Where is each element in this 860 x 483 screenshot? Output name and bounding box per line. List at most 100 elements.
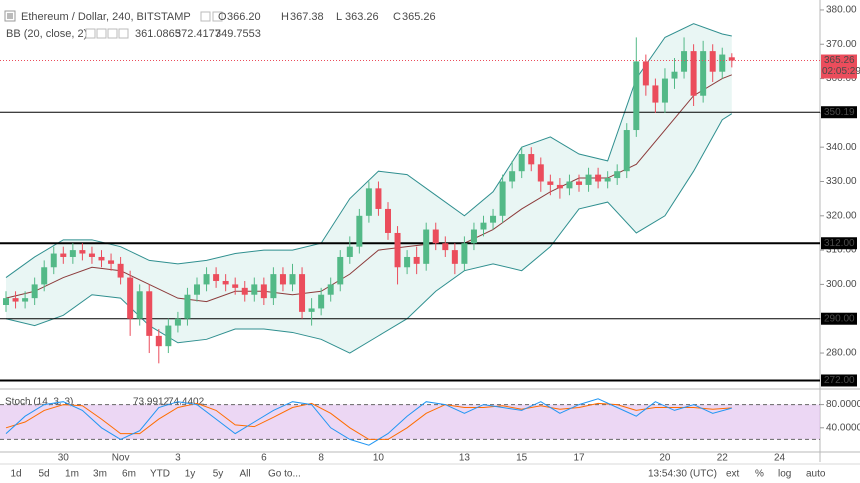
ohlc-value: 363.26 <box>345 11 379 23</box>
ohlc-value: 367.38 <box>290 11 324 23</box>
candle-body <box>509 171 516 182</box>
candle-body <box>31 284 38 299</box>
candle-body <box>136 291 143 319</box>
candle-body <box>308 308 315 312</box>
candle-body <box>547 181 554 185</box>
candle-body <box>585 174 592 185</box>
level-label: 312.00 <box>824 238 855 249</box>
candle-body <box>3 298 9 306</box>
range-button[interactable]: 1y <box>185 469 196 480</box>
candle-body <box>174 318 181 326</box>
candle-body <box>661 78 668 103</box>
candle-body <box>451 250 458 264</box>
x-tick-label: 3 <box>175 453 181 464</box>
level-tag <box>821 374 857 387</box>
stoch-value: 74.4402 <box>168 397 205 408</box>
stoch-k <box>5 398 732 446</box>
x-tick-label: 10 <box>373 453 385 464</box>
candle-body <box>41 267 48 285</box>
candle-body <box>184 294 191 319</box>
option-button[interactable]: ext <box>726 469 740 480</box>
candle-body <box>518 154 525 172</box>
candle-body <box>404 256 411 268</box>
candle-body <box>108 260 115 264</box>
x-tick-label: 13 <box>459 453 471 464</box>
countdown: 02:05:29 <box>822 66 860 77</box>
bb-buttons[interactable] <box>85 28 129 39</box>
range-button[interactable]: 5d <box>38 469 49 480</box>
candle-body <box>700 51 707 96</box>
option-button[interactable]: auto <box>806 469 826 480</box>
candle-body <box>98 256 105 261</box>
candle-body <box>327 284 334 295</box>
candle-body <box>155 335 162 347</box>
ohlc-key: H <box>281 11 289 23</box>
stoch-label: Stoch (14, 3, 3) <box>5 397 73 408</box>
candle-body <box>719 54 726 72</box>
candle-body <box>12 298 19 302</box>
x-tick-label: 17 <box>573 453 585 464</box>
candle-body <box>432 229 439 244</box>
candle-body <box>299 274 306 312</box>
y-tick-label: 330.00 <box>826 176 857 187</box>
y-tick-label: 370.00 <box>826 39 857 50</box>
x-tick-label: 22 <box>717 453 729 464</box>
candle-body <box>127 277 134 319</box>
range-button[interactable]: 3m <box>93 469 107 480</box>
candle-body <box>337 256 344 285</box>
candle-body <box>614 171 621 179</box>
candle-body <box>623 130 630 172</box>
ohlc-key: C <box>393 11 401 23</box>
option-button[interactable]: % <box>755 469 764 480</box>
candle-body <box>117 263 124 278</box>
stoch-band <box>0 404 820 440</box>
candle-body <box>241 287 248 295</box>
range-button[interactable]: 5y <box>213 469 224 480</box>
y-tick-label: 360.00 <box>826 73 857 84</box>
candle-body <box>709 51 716 72</box>
candle-body <box>22 298 29 302</box>
candle-body <box>461 243 468 264</box>
candle-body <box>318 294 325 309</box>
stoch-value: 73.9912 <box>133 397 170 408</box>
candle-body <box>595 174 602 182</box>
y-tick-label: 300.00 <box>826 279 857 290</box>
candle-body <box>671 71 678 79</box>
range-button[interactable]: 6m <box>122 469 136 480</box>
goto-button[interactable]: Go to... <box>268 469 301 480</box>
level-tag <box>821 312 857 325</box>
range-button[interactable]: 1d <box>10 469 21 480</box>
candle-body <box>423 229 430 264</box>
range-button[interactable]: All <box>239 469 250 480</box>
level-tag <box>821 106 857 119</box>
candle-body <box>652 85 659 103</box>
candle-body <box>270 274 277 299</box>
x-tick-label: 15 <box>516 453 528 464</box>
candle-body <box>365 188 372 216</box>
range-button[interactable]: YTD <box>150 469 170 480</box>
option-button[interactable]: log <box>778 469 791 480</box>
candle-body <box>213 274 220 281</box>
last-price-label: 365.26 <box>824 55 855 66</box>
candle-body <box>394 232 401 268</box>
candle-body <box>413 256 420 264</box>
candle-body <box>279 274 286 285</box>
candle-body <box>346 246 353 257</box>
candle-body <box>260 284 267 299</box>
ohlc-value: 366.20 <box>227 11 261 23</box>
candle-body <box>642 61 649 86</box>
last-price-tag <box>821 54 857 79</box>
level-label: 272.00 <box>824 375 855 386</box>
bb-value: 372.4177 <box>175 28 221 40</box>
candle-body <box>690 51 697 96</box>
candle-body <box>356 215 363 247</box>
y-tick-label: 280.00 <box>826 348 857 359</box>
candle-body <box>289 274 296 285</box>
candle-body <box>633 61 640 131</box>
menu-icon[interactable] <box>4 10 16 22</box>
candle-body <box>203 274 210 285</box>
candle-body <box>60 253 67 257</box>
range-button[interactable]: 1m <box>65 469 79 480</box>
title-buttons[interactable] <box>200 11 223 22</box>
